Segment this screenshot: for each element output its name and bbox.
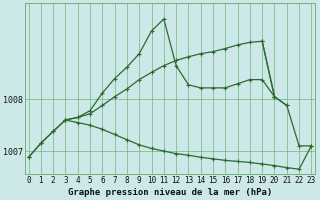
X-axis label: Graphe pression niveau de la mer (hPa): Graphe pression niveau de la mer (hPa)	[68, 188, 272, 197]
